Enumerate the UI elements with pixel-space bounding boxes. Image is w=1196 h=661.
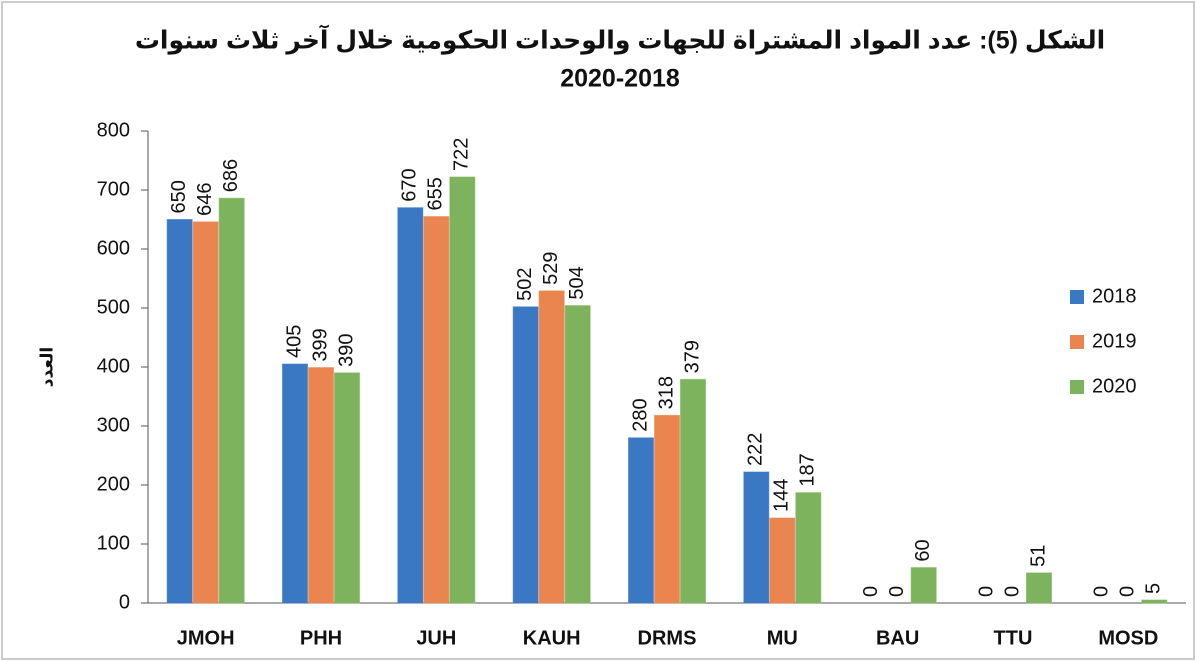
bar [397, 207, 424, 604]
legend-label: 2018 [1092, 285, 1137, 307]
x-tick-label: DRMS [638, 627, 697, 649]
y-tick-label: 400 [97, 355, 130, 377]
value-label: 0 [1001, 586, 1023, 597]
value-label: 722 [451, 138, 473, 171]
value-label: 379 [681, 340, 703, 373]
bar [743, 471, 770, 604]
value-label: 144 [771, 479, 793, 512]
x-tick-label: TTU [994, 627, 1033, 649]
value-label: 51 [1027, 545, 1049, 567]
bar [218, 197, 245, 604]
value-label: 280 [629, 398, 651, 431]
legend-label: 2019 [1092, 330, 1137, 352]
y-tick-label: 100 [97, 532, 130, 554]
value-label: 0 [860, 586, 882, 597]
chart-title: الشكل (5): عدد المواد المشتراة للجهات وا… [135, 25, 1105, 56]
value-label: 504 [566, 266, 588, 299]
value-label: 646 [194, 182, 216, 215]
bar [910, 567, 937, 604]
value-label: 502 [514, 267, 536, 300]
bar [282, 363, 308, 604]
x-tick-label: PHH [300, 627, 342, 649]
value-label: 0 [1117, 586, 1139, 597]
value-label: 405 [283, 325, 305, 358]
bar [334, 372, 360, 604]
bar [449, 176, 476, 604]
legend-swatch [1070, 380, 1084, 394]
bar [308, 367, 334, 604]
value-label: 318 [655, 376, 677, 409]
bar [192, 221, 219, 604]
x-tick-label: KAUH [523, 627, 581, 649]
bar [628, 437, 654, 604]
value-label: 529 [540, 252, 562, 285]
x-tick-label: MOSD [1098, 627, 1158, 649]
y-tick-label: 500 [97, 296, 130, 318]
bar [795, 492, 822, 604]
bar [680, 378, 706, 604]
bar [166, 219, 193, 604]
y-tick-label: 0 [119, 591, 130, 613]
x-tick-label: MU [767, 627, 798, 649]
value-label: 670 [399, 168, 421, 201]
value-label: 686 [220, 159, 242, 192]
value-label: 0 [886, 586, 908, 597]
bar [564, 305, 591, 604]
y-axis-label: العدد [37, 347, 56, 387]
bar [538, 290, 565, 604]
value-label: 60 [912, 539, 934, 561]
y-tick-label: 200 [97, 473, 130, 495]
value-label: 390 [335, 334, 357, 367]
legend-swatch [1070, 335, 1084, 349]
value-label: 0 [975, 586, 997, 597]
bar [654, 414, 680, 604]
y-tick-label: 700 [97, 178, 130, 200]
y-tick-label: 600 [97, 237, 130, 259]
bar [769, 517, 796, 604]
bar [512, 306, 539, 604]
x-tick-label: BAU [876, 627, 919, 649]
y-tick-label: 300 [97, 414, 130, 436]
legend-label: 2020 [1092, 375, 1137, 397]
x-tick-label: JMOH [177, 627, 235, 649]
value-label: 187 [797, 453, 819, 486]
value-label: 5 [1143, 583, 1165, 594]
value-label: 0 [1091, 586, 1113, 597]
value-label: 399 [309, 328, 331, 361]
legend-swatch [1070, 290, 1084, 304]
chart-subtitle: 2020-2018 [560, 65, 680, 93]
value-label: 655 [425, 177, 447, 210]
bar [1026, 572, 1052, 604]
value-label: 650 [168, 180, 190, 213]
bar [1141, 599, 1168, 604]
bar [423, 216, 450, 604]
x-tick-label: JUH [416, 627, 456, 649]
y-tick-label: 800 [97, 119, 130, 141]
value-label: 222 [745, 433, 767, 466]
